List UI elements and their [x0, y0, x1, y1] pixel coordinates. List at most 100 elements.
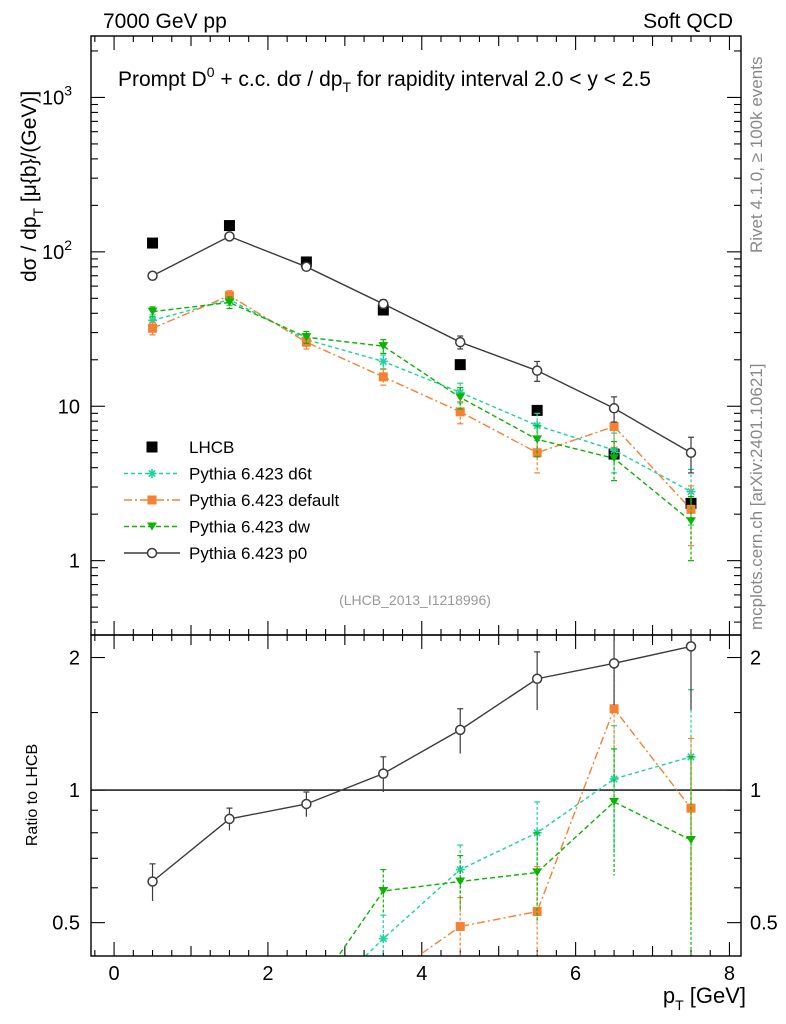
data-point-p0: [685, 447, 697, 458]
title-sub: T: [342, 79, 351, 95]
y-tick-label: 102: [42, 237, 72, 264]
ratio-tick-label-right: 0.5: [750, 913, 778, 935]
data-point-LHCB: [531, 404, 543, 416]
star-stroke: [610, 775, 618, 783]
data-point-d6t: [378, 356, 388, 366]
ratio-point-p0: [378, 768, 389, 779]
data-point-dw: [224, 298, 235, 307]
ratio-point-default: [225, 986, 234, 995]
series-line-default: [152, 294, 692, 510]
data-point-LHCB: [454, 359, 466, 371]
data-point-p0: [378, 298, 389, 310]
ratio-frame: [90, 634, 742, 957]
ratio-point-d6t: [148, 1004, 157, 1013]
y-tick-exponent: 3: [64, 82, 72, 98]
legend-label: Pythia 6.423 d6t: [189, 465, 312, 484]
ratio-plot-area: [147, 635, 697, 1024]
legend-item-d6t: Pythia 6.423 d6t: [124, 465, 312, 484]
ratio-point-default: [455, 922, 465, 932]
y-tick-label: 10: [58, 396, 80, 418]
data-point-LHCB: [377, 304, 389, 316]
ratio-tick-label-left: 1: [69, 780, 80, 802]
ratio-point-default: [302, 1016, 311, 1024]
ratio-point-p0: [301, 798, 312, 810]
legend-label: Pythia 6.423 dw: [189, 518, 311, 537]
data-point-dw: [378, 342, 389, 351]
y-label-end: [μ{b}/(GeV)]: [18, 91, 41, 208]
data-point-dw: [455, 393, 466, 402]
ratio-point-p0: [224, 813, 235, 825]
legend-marker: [146, 441, 158, 453]
title-main: Prompt D: [118, 68, 207, 91]
data-point-dw: [147, 307, 158, 316]
star-stroke: [303, 1011, 309, 1017]
legend-label: Pythia 6.423 default: [189, 491, 340, 510]
data-point-dw: [532, 435, 543, 444]
x-label-sub: T: [675, 997, 684, 1013]
mcplots-label: mcplots.cern.ch [arXiv:2401.10621]: [747, 364, 766, 630]
data-point-default: [378, 372, 388, 382]
ratio-point-default: [379, 976, 388, 985]
ratio-point-p0: [685, 641, 697, 652]
data-point-LHCB: [223, 220, 235, 232]
ratio-point-dw: [686, 836, 696, 845]
ratio-point-default: [609, 704, 619, 714]
data-point-dw: [609, 454, 620, 463]
star-stroke: [148, 469, 156, 478]
data-point-dw: [301, 333, 312, 342]
rivet-label: Rivet 4.1.0, ≥ 100k events: [747, 57, 766, 253]
data-point-default: [455, 407, 465, 417]
star-stroke: [379, 934, 388, 943]
x-tick-label: 8: [724, 963, 735, 985]
x-tick-label: 4: [416, 963, 427, 985]
legend: LHCB Pythia 6.423 d6t Pythia 6.423 default…: [124, 438, 340, 563]
star-stroke: [226, 999, 232, 1005]
y-label-main: dσ / dp: [18, 216, 41, 282]
ratio-point-dw: [532, 868, 543, 877]
y-tick-label: 1: [69, 551, 80, 573]
legend-marker: [146, 547, 158, 559]
ratio-tick-label-left: 0.5: [52, 913, 80, 935]
series-dw: [147, 296, 696, 562]
legend-marker: [147, 469, 157, 478]
ratio-point-d6t: [225, 998, 234, 1007]
ratio-tick-label-left: 2: [69, 648, 80, 670]
data-point-dw: [686, 517, 696, 526]
ratio-point-dw: [148, 981, 158, 989]
legend-item-dw: Pythia 6.423 dw: [124, 518, 311, 537]
data-point-p0: [301, 261, 312, 273]
ratio-series-p0: [147, 635, 697, 901]
ratio-line-p0: [152, 645, 692, 883]
main-plot-area: [147, 220, 697, 562]
ratio-point-d6t: [378, 934, 388, 944]
data-point-p0: [531, 365, 543, 376]
y-tick-base: 10: [42, 87, 64, 109]
legend-marker: [147, 495, 157, 505]
data-point-p0: [147, 270, 158, 282]
x-tick-label: 6: [570, 963, 581, 985]
star-stroke: [379, 357, 388, 366]
ratio-point-default: [532, 907, 542, 917]
header-left-label: 7000 GeV pp: [103, 10, 227, 33]
y-tick-exponent: 2: [64, 237, 72, 253]
y-tick-base: 10: [58, 396, 80, 418]
analysis-id: (LHCB_2013_I1218996): [339, 592, 491, 608]
header-right-label: Soft QCD: [643, 10, 733, 33]
star-stroke: [149, 1005, 155, 1011]
y-tick-base: 10: [42, 242, 64, 264]
legend-label: LHCB: [189, 438, 234, 457]
ratio-y-axis-label: Ratio to LHCB: [24, 744, 41, 846]
chart-title: Prompt D0 + c.c. dσ / dpT for rapidity i…: [118, 64, 651, 95]
star-stroke: [149, 1005, 155, 1011]
y-tick-base: 1: [69, 551, 80, 573]
ratio-point-d6t: [302, 1010, 311, 1019]
legend-item-default: Pythia 6.423 default: [124, 491, 340, 510]
ratio-series-dw: [148, 748, 696, 989]
x-label-end: [GeV]: [684, 983, 746, 1008]
legend-item-p0: Pythia 6.423 p0: [124, 544, 307, 563]
series-p0: [147, 231, 697, 474]
ratio-point-p0: [147, 876, 158, 887]
ratio-point-dw: [455, 877, 466, 886]
